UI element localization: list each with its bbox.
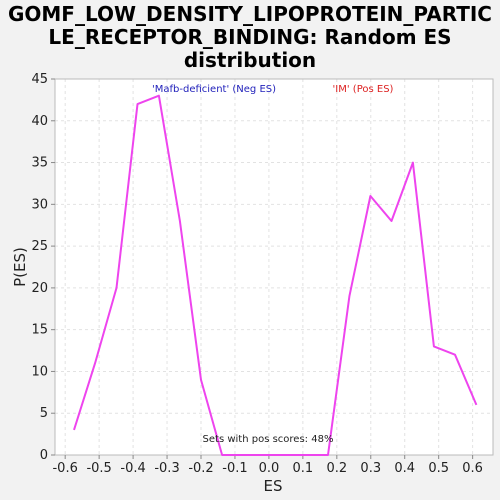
x-tick-label: 0.1 [293,461,314,476]
y-tick-label: 10 [31,364,48,379]
x-tick-label: 0.5 [428,461,449,476]
x-tick-label: 0.0 [259,461,280,476]
y-tick-label: 45 [31,72,48,87]
y-axis-label: P(ES) [11,247,29,287]
y-tick-label: 20 [31,281,48,296]
x-tick-label: -0.1 [222,461,247,476]
pos-scores-annotation: Sets with pos scores: 48% [203,434,334,445]
x-tick-label: 0.6 [462,461,483,476]
x-tick-label: -0.3 [154,461,179,476]
y-tick-label: 30 [31,197,48,212]
y-tick-label: 5 [40,406,48,421]
y-tick-label: 35 [31,156,48,171]
legend-pos-label: 'IM' (Pos ES) [333,84,394,95]
x-tick-label: -0.5 [86,461,111,476]
chart-title-line-1: GOMF_LOW_DENSITY_LIPOPROTEIN_PARTIC [8,2,492,26]
x-tick-label: -0.4 [120,461,145,476]
chart-title-line-3: distribution [184,48,316,72]
series-line [73,94,478,456]
grid [55,78,493,456]
x-tick-label: 0.2 [326,461,347,476]
plot-area [55,79,493,455]
series-layer [73,94,478,456]
ticks: 0 5 10 15 20 25 30 35 40 45 -0.6 -0.5 -0.4 -0.3 -0.2 -0… [31,72,483,476]
y-tick-label: 25 [31,239,48,254]
y-tick-label: 40 [31,114,48,129]
y-tick-label: 15 [31,323,48,338]
x-axis-label: ES [264,477,283,495]
y-tick-label: 0 [40,448,48,463]
x-tick-label: -0.6 [52,461,77,476]
legend-neg-label: 'Mafb-deficient' (Neg ES) [152,84,276,95]
chart-title-line-2: LE_RECEPTOR_BINDING: Random ES [48,25,451,49]
x-tick-label: 0.3 [360,461,381,476]
x-tick-label: -0.2 [188,461,213,476]
x-tick-label: 0.4 [394,461,415,476]
